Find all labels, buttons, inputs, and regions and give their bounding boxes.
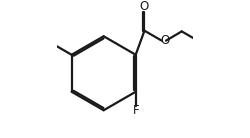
Text: F: F: [132, 104, 139, 117]
Text: O: O: [161, 34, 170, 47]
Text: O: O: [140, 0, 149, 13]
